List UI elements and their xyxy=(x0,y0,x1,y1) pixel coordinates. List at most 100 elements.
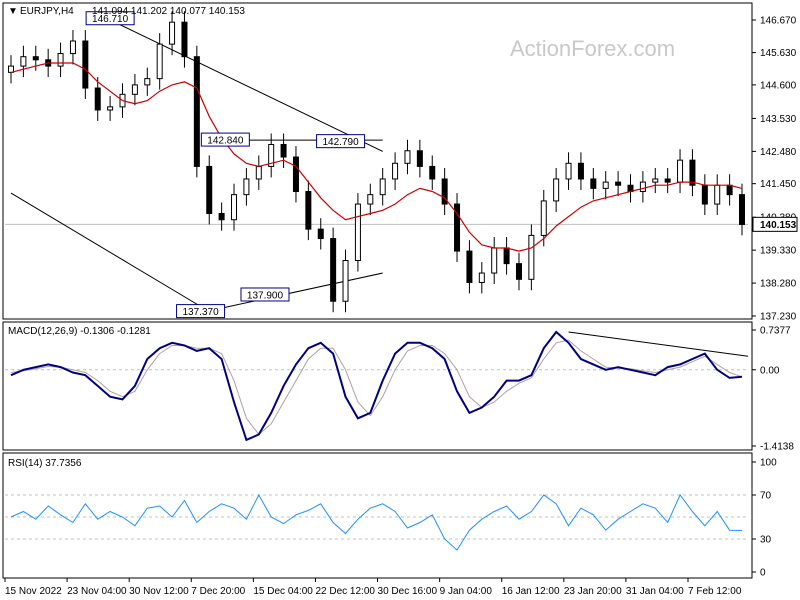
rsi-tick-label: 100 xyxy=(760,458,777,469)
candle-body xyxy=(181,21,188,58)
macd-tick-label: 0.7377 xyxy=(760,326,791,337)
candle-body xyxy=(429,165,436,180)
candle-body xyxy=(491,247,498,274)
macd-y-axis: 0.7377 0.00 -1.4138 xyxy=(752,326,794,453)
time-tick-label: 23 Jan 20:00 xyxy=(564,586,622,597)
price-tick-label: 141.450 xyxy=(760,179,797,190)
trendline-support-rising xyxy=(205,272,383,313)
price-annotations: 146.710 142.840 142.790 137.370 137.900 xyxy=(85,11,366,319)
price-tick-label: 146.670 xyxy=(760,16,797,27)
rsi-line xyxy=(10,493,743,551)
price-tick-label: 142.480 xyxy=(760,147,797,158)
candle-body xyxy=(652,178,659,183)
watermark: ActionForex.com xyxy=(510,36,675,61)
macd-line xyxy=(10,330,743,442)
candle-body xyxy=(689,159,696,186)
candle-body xyxy=(503,247,510,265)
price-tick-label: 139.330 xyxy=(760,246,797,257)
candle-body xyxy=(169,21,176,45)
candle-body xyxy=(577,162,584,180)
price-label-box xyxy=(176,304,226,319)
candle-body xyxy=(602,181,609,189)
candle-body xyxy=(739,194,745,225)
candle-body xyxy=(416,150,423,167)
chart-symbol: EURJPY,H4 xyxy=(20,6,74,17)
candle-body xyxy=(615,181,622,186)
candle-body xyxy=(701,184,708,205)
chart-symbol-icon: ▼ xyxy=(8,6,18,17)
chart-ohlc: 141.094 141.202 140.077 140.153 xyxy=(92,6,245,17)
candle-body xyxy=(292,156,299,193)
candle-body xyxy=(32,56,39,61)
candle-body xyxy=(243,178,250,196)
rsi-tick-label: 70 xyxy=(760,491,772,502)
candle-body xyxy=(317,228,324,240)
price-label: 146.710 xyxy=(92,14,129,25)
macd-panel xyxy=(2,321,753,451)
time-tick-label: 30 Nov 12:00 xyxy=(129,586,189,597)
candle-body xyxy=(590,178,597,189)
moving-average-line xyxy=(10,62,743,252)
candle-body xyxy=(131,84,138,95)
candle-body xyxy=(677,159,684,183)
macd-tick-label: -1.4138 xyxy=(760,442,794,453)
current-price-label: 140.153 xyxy=(760,220,797,231)
macd-trendline xyxy=(568,331,749,357)
candle-body xyxy=(82,40,89,89)
candle-body xyxy=(255,165,262,180)
rsi-y-axis: 100 70 30 0 xyxy=(752,458,777,579)
candle-body xyxy=(354,203,361,262)
candle-body xyxy=(94,87,101,111)
candle-body xyxy=(515,263,522,280)
candle-body xyxy=(454,203,461,252)
candle-body xyxy=(466,250,473,283)
time-tick-label: 9 Jan 04:00 xyxy=(440,586,493,597)
candle-body xyxy=(280,143,287,158)
candle-body xyxy=(107,106,114,111)
time-tick-label: 23 Nov 04:00 xyxy=(67,586,127,597)
price-label: 137.370 xyxy=(182,307,219,318)
rsi-guides xyxy=(5,494,748,540)
candle-body xyxy=(367,194,374,205)
macd-title: MACD(12,26,9) -0.1306 -0.1281 xyxy=(8,326,151,337)
candle-body xyxy=(528,234,535,280)
price-label-box xyxy=(200,132,250,147)
candle-body xyxy=(392,162,399,180)
price-tick-label: 137.230 xyxy=(760,312,797,323)
candle-body xyxy=(57,53,64,67)
candle-body xyxy=(330,238,337,302)
time-tick-label: 15 Nov 2022 xyxy=(5,586,62,597)
time-axis: 15 Nov 2022 23 Nov 04:00 30 Nov 12:00 7 Dec… xyxy=(4,578,742,597)
candle-body xyxy=(404,150,411,164)
time-tick-label: 22 Dec 12:00 xyxy=(315,586,375,597)
price-tick-label: 144.600 xyxy=(760,80,797,91)
candle-body xyxy=(20,56,27,67)
rsi-tick-label: 30 xyxy=(760,535,772,546)
time-tick-label: 7 Dec 20:00 xyxy=(191,586,245,597)
price-y-axis: 146.670 145.630 144.600 143.530 142.480 141.4… xyxy=(752,16,798,323)
candle-body xyxy=(478,272,485,283)
candle-body xyxy=(540,200,547,236)
rsi-title: RSI(14) 37.7356 xyxy=(8,458,82,469)
candle-body xyxy=(206,165,213,214)
price-label: 142.840 xyxy=(207,136,244,147)
price-label-box xyxy=(316,134,366,149)
candle-body xyxy=(379,178,386,196)
rsi-panel xyxy=(2,452,753,579)
candle-body xyxy=(639,181,646,193)
candle-body xyxy=(714,184,721,205)
candle-body xyxy=(342,260,349,302)
price-tick-label: 138.280 xyxy=(760,279,797,290)
candle-body xyxy=(268,143,275,167)
candle-body xyxy=(553,178,560,202)
candle-body xyxy=(156,43,163,80)
price-label: 142.790 xyxy=(322,137,359,148)
current-price-tag xyxy=(752,216,798,232)
candle-body xyxy=(565,162,572,180)
trendline-upper-channel xyxy=(107,18,383,152)
candle-body xyxy=(726,184,733,196)
macd-tick-label: 0.00 xyxy=(760,365,780,376)
price-tick-label: 143.530 xyxy=(760,114,797,125)
